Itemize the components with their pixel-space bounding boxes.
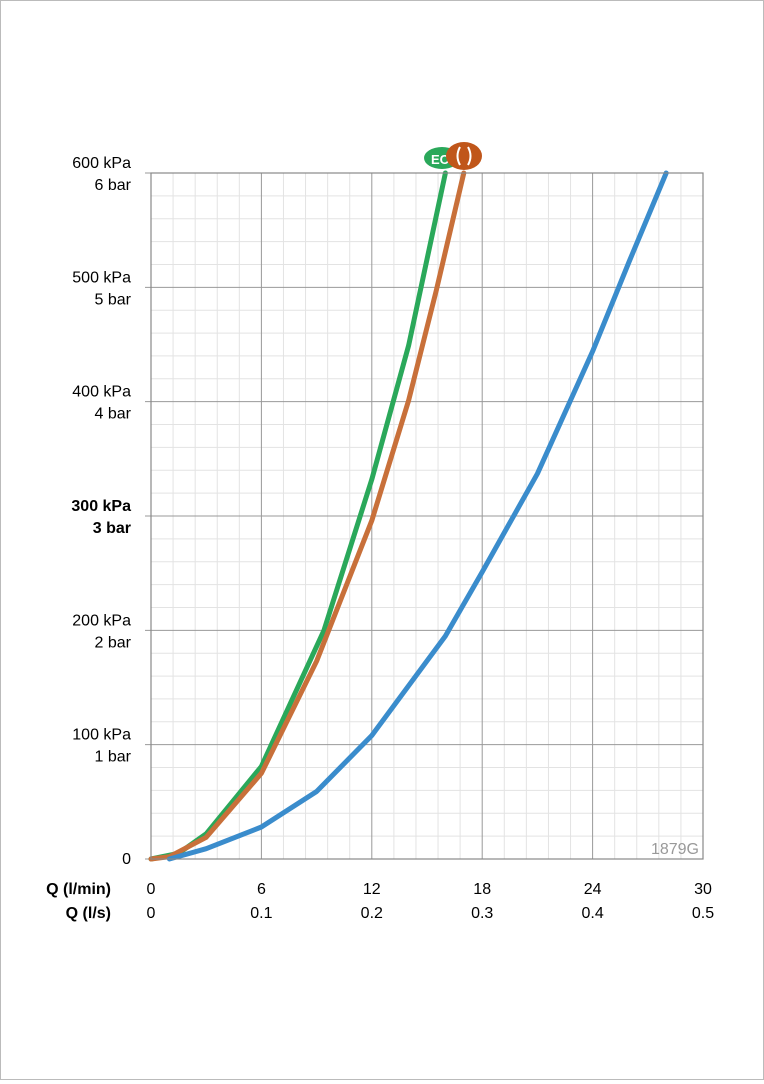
x2-tick-label: 0.1 — [250, 905, 272, 922]
x2-tick-label: 0.2 — [361, 905, 383, 922]
annotation: 1879G — [651, 841, 699, 858]
jet-icon — [446, 142, 482, 170]
y2-tick-label: 6 bar — [95, 177, 132, 194]
grid — [145, 172, 704, 860]
x2-tick-label: 0.4 — [581, 905, 603, 922]
x2-axis-label: Q (l/s) — [66, 905, 111, 922]
y-tick-label: 0 — [122, 851, 131, 868]
eco-icon-text: EC — [431, 152, 450, 167]
x-axis-label: Q (l/min) — [46, 881, 111, 898]
x-tick-label: 18 — [473, 881, 491, 898]
x-tick-label: 6 — [257, 881, 266, 898]
y-tick-label: 100 kPa — [72, 727, 131, 744]
x2-tick-label: 0.5 — [692, 905, 714, 922]
icons: EC — [424, 142, 482, 170]
y-tick-label: 300 kPa — [71, 498, 131, 515]
y-tick-label: 200 kPa — [72, 612, 131, 629]
series-line — [148, 170, 467, 862]
x-tick-label: 24 — [584, 881, 602, 898]
y2-tick-label: 5 bar — [95, 291, 132, 308]
y-tick-label: 600 kPa — [72, 155, 131, 172]
x-tick-label: 30 — [694, 881, 712, 898]
plot-frame — [150, 172, 704, 860]
y2-tick-label: 4 bar — [95, 406, 132, 423]
jet-icon-symbol — [456, 146, 472, 166]
x2-tick-label: 0 — [147, 905, 156, 922]
y-tick-label: 500 kPa — [72, 269, 131, 286]
x-tick-label: 12 — [363, 881, 381, 898]
y2-tick-label: 1 bar — [95, 749, 132, 766]
series-line — [166, 170, 669, 862]
y2-tick-label: 3 bar — [93, 520, 131, 537]
lines — [148, 170, 669, 862]
x2-tick-label: 0.3 — [471, 905, 493, 922]
x-tick-label: 0 — [147, 881, 156, 898]
y2-tick-label: 2 bar — [95, 634, 132, 651]
y-tick-label: 400 kPa — [72, 384, 131, 401]
